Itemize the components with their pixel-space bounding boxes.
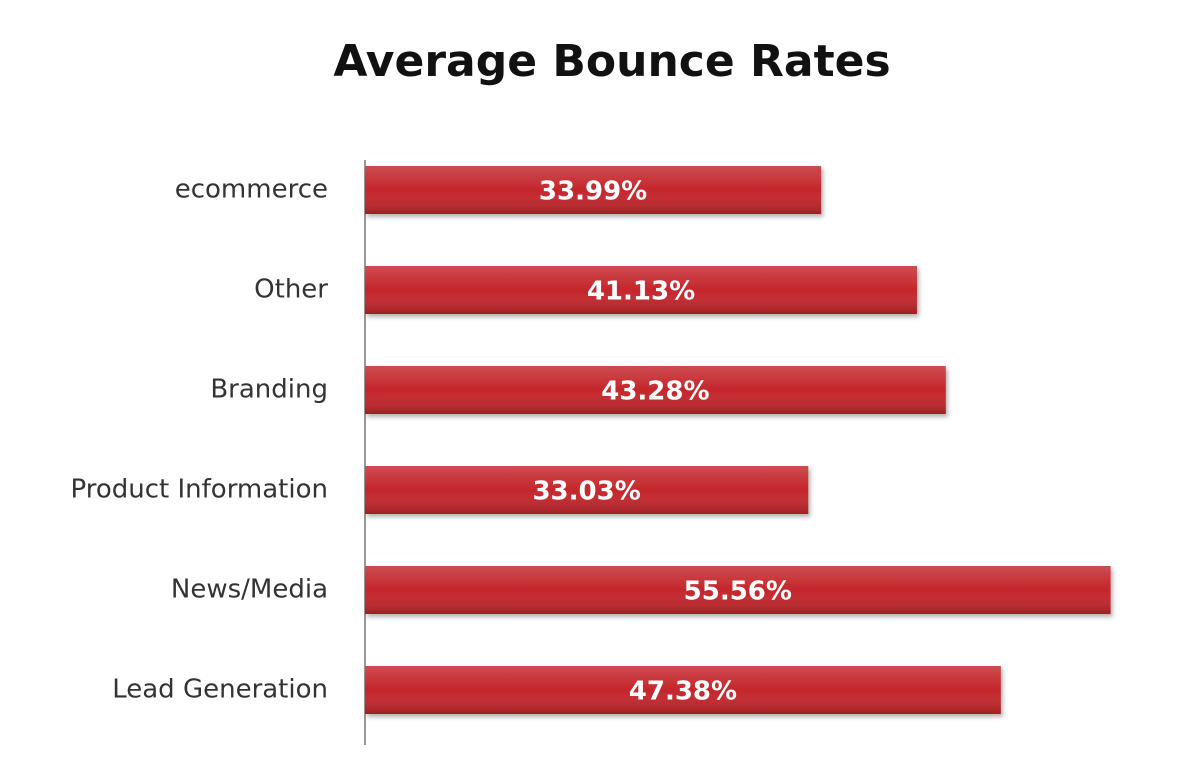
bar-group	[365, 566, 1111, 614]
bar-shade	[365, 466, 809, 514]
bar-group	[365, 366, 946, 414]
bar-shade	[365, 666, 1001, 714]
bar-shade	[365, 266, 917, 314]
value-label: 55.56%	[684, 577, 792, 607]
category-label: Product Information	[71, 475, 329, 505]
value-label: 47.38%	[629, 677, 737, 707]
category-label: Branding	[210, 375, 328, 405]
plot-area: ecommerce 33.99% Other 41.13% Branding 43.28%…	[71, 166, 1111, 714]
category-label: Other	[254, 275, 328, 305]
category-label: ecommerce	[175, 175, 328, 205]
value-label: 33.03%	[532, 477, 640, 507]
bar-shade	[365, 366, 946, 414]
bar-group	[365, 166, 822, 214]
bar-shade	[365, 566, 1111, 614]
value-label: 33.99%	[539, 177, 647, 207]
bar-group	[365, 666, 1001, 714]
value-label: 41.13%	[587, 277, 695, 307]
category-label: News/Media	[171, 575, 328, 605]
value-label: 43.28%	[601, 377, 709, 407]
bar-shade	[365, 166, 822, 214]
category-label: Lead Generation	[112, 675, 328, 705]
bar-group	[365, 266, 917, 314]
chart-title: Average Bounce Rates	[333, 36, 890, 87]
bar-group	[365, 466, 809, 514]
